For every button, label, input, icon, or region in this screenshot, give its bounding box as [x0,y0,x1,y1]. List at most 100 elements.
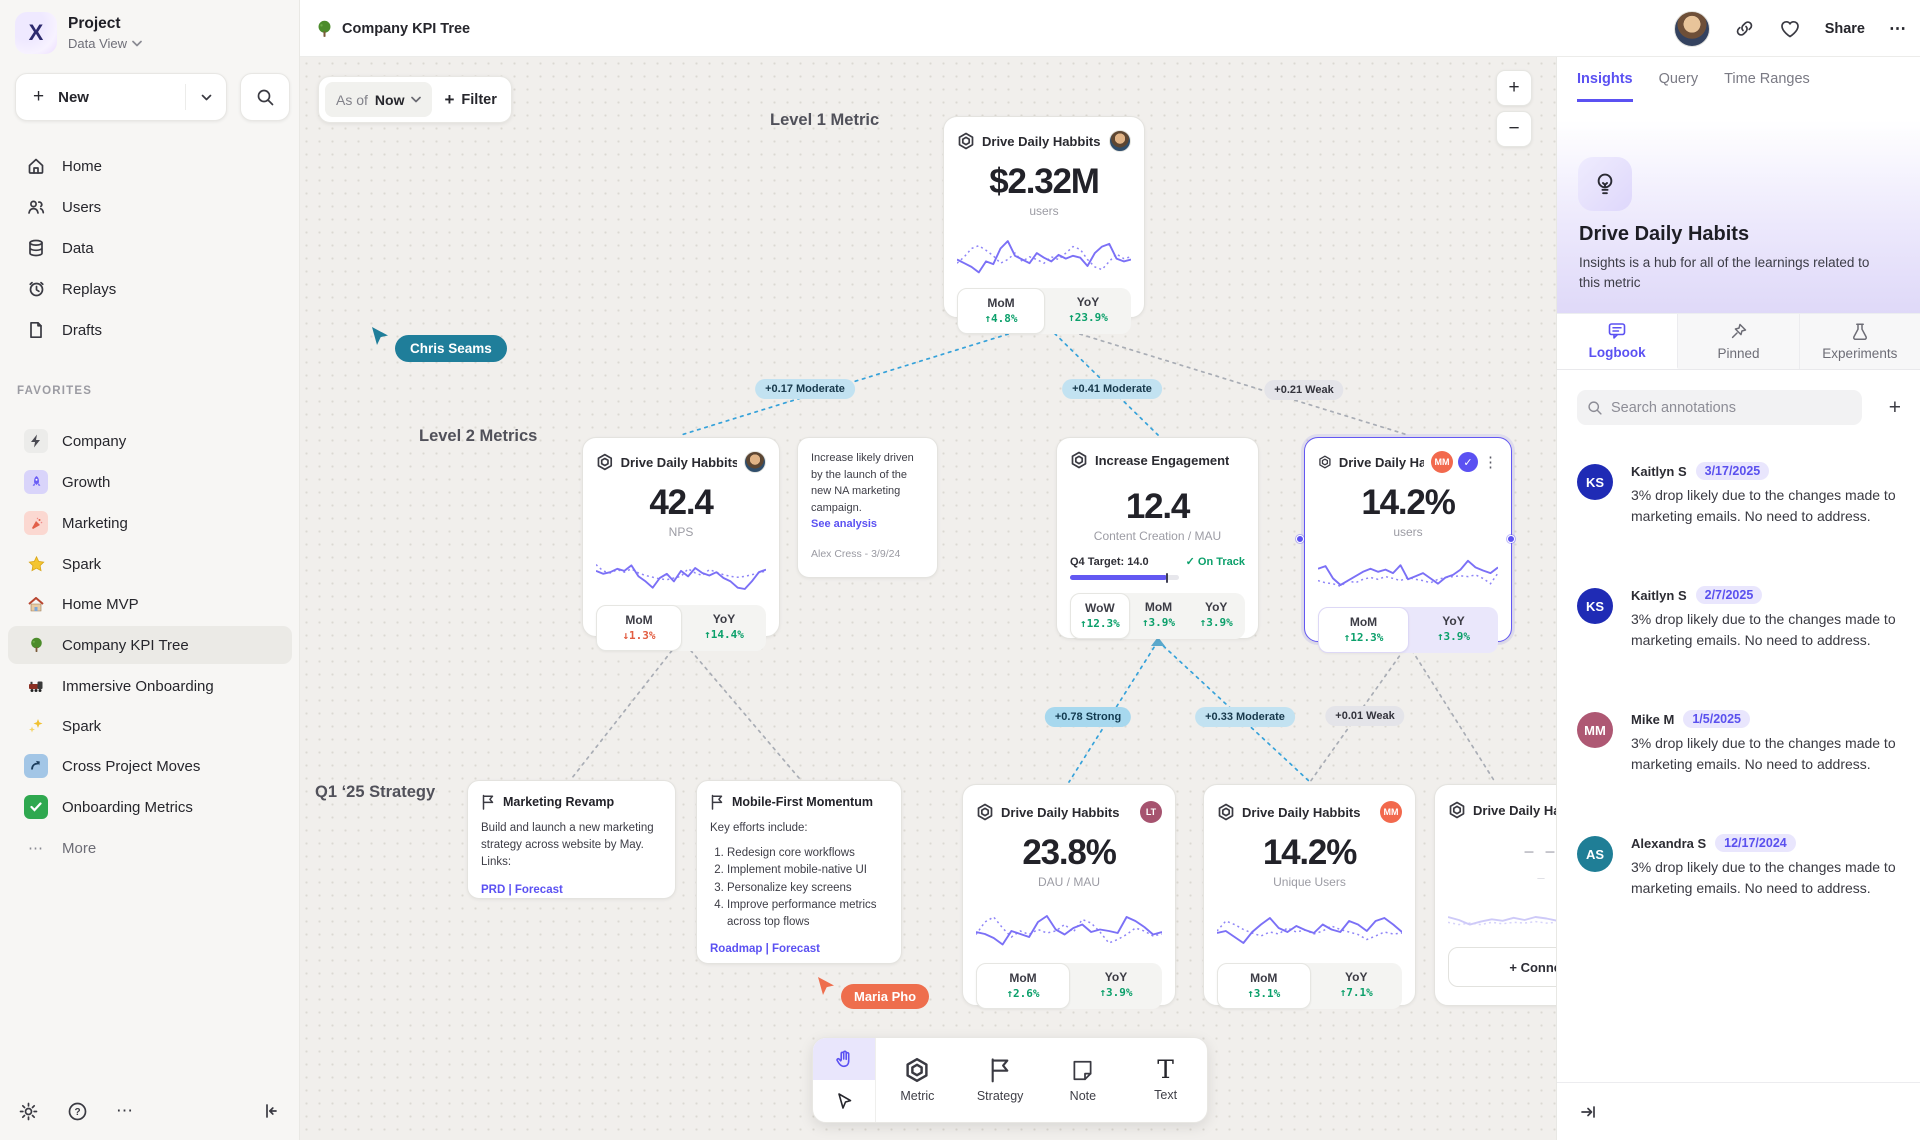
note-links[interactable]: PRD | Forecast [481,883,563,896]
mom-stat[interactable]: MoM ↑2.6% [976,963,1070,1009]
connect-button[interactable]: + Connect [1448,947,1556,987]
sidebar-item-drafts[interactable]: Drafts [8,310,292,350]
annotation-search[interactable] [1577,390,1862,425]
hand-tool-button[interactable] [813,1038,875,1080]
project-logo[interactable]: X [15,12,57,54]
metric-card-dau[interactable]: Drive Daily Habbits LT 23.8% DAU / MAU M… [962,784,1176,1009]
yoy-stat[interactable]: YoY ↑23.9% [1068,295,1108,324]
search-icon [257,89,273,105]
subtab-logbook[interactable]: Logbook [1557,314,1679,369]
sidebar-item-replays[interactable]: Replays [8,269,292,309]
subtab-pinned[interactable]: Pinned [1678,314,1800,369]
metric-card-engagement[interactable]: Increase Engagement 12.4 Content Creatio… [1056,437,1259,639]
kpi-tree-canvas[interactable]: As of Now + Filter + − Level 1 Metric Le… [300,57,1556,1140]
help-icon[interactable]: ? [67,1101,88,1122]
metric-tool-button[interactable]: Metric [876,1038,959,1122]
sidebar-item-label: More [62,839,97,857]
sidebar-item-cross-project-moves[interactable]: Cross Project Moves [8,747,292,785]
card-menu-icon[interactable]: ⋮ [1483,454,1498,471]
share-button[interactable]: Share [1824,20,1865,37]
annotation-author: Kaitlyn S [1631,587,1687,603]
collapse-sidebar-icon[interactable] [261,1101,281,1121]
wow-stat[interactable]: WoW ↑12.3% [1070,593,1130,639]
yoy-stat[interactable]: YoY ↑3.9% [1436,614,1471,643]
tab-time-ranges[interactable]: Time Ranges [1724,71,1810,87]
sidebar-item-onboarding-metrics[interactable]: Onboarding Metrics [8,788,292,826]
annotation-item[interactable]: MM Mike M 1/5/2025 3% drop likely due to … [1577,710,1901,775]
document-title: Company KPI Tree [316,0,470,57]
sidebar-item-company-kpi-tree[interactable]: Company KPI Tree [8,626,292,664]
strategy-tool-button[interactable]: Strategy [959,1038,1042,1122]
sidebar-item-home[interactable]: Home [8,146,292,186]
sidebar-item-marketing[interactable]: Marketing [8,504,292,542]
subtab-experiments[interactable]: Experiments [1800,314,1920,369]
select-tool-button[interactable] [813,1080,875,1122]
strategy-note-mobile[interactable]: Mobile-First Momentum Key efforts includ… [696,780,902,964]
as-of-selector[interactable]: As of Now [325,82,433,117]
favorite-heart-icon[interactable] [1779,19,1801,39]
lightning-icon [24,429,48,453]
tab-insights[interactable]: Insights [1577,63,1633,102]
yoy-stat[interactable]: YoY ↑14.4% [704,612,744,641]
new-button[interactable]: + New [15,73,227,121]
text-tool-button[interactable]: T Text [1124,1038,1207,1122]
note-body: Build and launch a new marketing strateg… [481,821,654,869]
yoy-stat[interactable]: YoY ↑3.9% [1099,970,1133,999]
metric-card-selected[interactable]: Drive Daily Habb.. MM ✓ ⋮ 14.2% users Mo… [1304,437,1512,653]
mom-stat[interactable]: MoM ↑3.9% [1141,600,1176,629]
selection-handle[interactable] [1507,535,1515,543]
selection-handle[interactable] [1296,535,1304,543]
sidebar-item-spark[interactable]: Spark [8,545,292,583]
annotation-item[interactable]: KS Kaitlyn S 3/17/2025 3% drop likely due… [1577,462,1901,527]
sparkline-chart [1318,545,1498,601]
search-button[interactable] [240,73,290,121]
zoom-out-button[interactable]: − [1496,111,1532,147]
project-view-label: Data View [68,36,128,51]
sidebar-item-growth[interactable]: Growth [8,463,292,501]
annotation-note[interactable]: Increase likely driven by the launch of … [797,437,938,578]
see-analysis-link[interactable]: See analysis [811,518,878,530]
metric-card-root[interactable]: Drive Daily Habbits $2.32M users MoM ↑4.8… [943,116,1145,334]
add-annotation-button[interactable]: + [1888,395,1901,419]
note-tool-button[interactable]: Note [1042,1038,1125,1122]
zoom-in-button[interactable]: + [1496,70,1532,106]
metric-card-partial[interactable]: Drive Daily Hab – – – + Connect [1434,784,1556,1006]
yoy-stat[interactable]: YoY ↑7.1% [1339,970,1373,999]
project-view-switcher[interactable]: Data View [68,36,142,51]
metric-card-nps[interactable]: Drive Daily Habbits 42.4 NPS MoM ↓1.3% Yo… [582,437,780,651]
sidebar-item-data[interactable]: Data [8,228,292,268]
tab-query[interactable]: Query [1658,71,1699,87]
user-avatar[interactable] [1673,10,1710,47]
edge-label: +0.78 Strong [1044,707,1132,727]
annotation-item[interactable]: AS Alexandra S 12/17/2024 3% drop likely … [1577,834,1901,899]
mom-stat[interactable]: MoM ↑4.8% [957,288,1045,334]
more-options-icon[interactable]: ⋯ [116,1101,133,1120]
note-icon [1073,1060,1092,1080]
annotation-item[interactable]: KS Kaitlyn S 2/7/2025 3% drop likely due … [1577,586,1901,651]
note-body: Increase likely driven by the launch of … [811,452,914,514]
document-title-text: Company KPI Tree [342,20,471,37]
owner-badge: MM [1431,451,1453,473]
new-dropdown[interactable] [186,94,226,101]
annotation-search-input[interactable] [1611,399,1841,416]
sidebar-item-spark-2[interactable]: Spark [8,707,292,745]
mom-stat[interactable]: MoM ↓1.3% [596,605,682,651]
sidebar-item-more[interactable]: ⋯ More [8,829,292,867]
note-links[interactable]: Roadmap | Forecast [710,943,820,956]
yoy-stat[interactable]: YoY ↑3.9% [1199,600,1233,629]
copy-link-icon[interactable] [1734,18,1755,39]
collapse-panel-icon[interactable] [1578,1102,1598,1122]
sidebar-item-home-mvp[interactable]: Home MVP [8,585,292,623]
sidebar-item-immersive-onboarding[interactable]: Immersive Onboarding [8,667,292,705]
strategy-note-marketing[interactable]: Marketing Revamp Build and launch a new … [467,780,676,899]
mom-stat[interactable]: MoM ↑12.3% [1318,607,1409,653]
panel-footer [1557,1082,1920,1140]
more-menu-icon[interactable]: ⋯ [1889,18,1906,38]
sidebar-item-label: Users [62,198,102,216]
filter-button[interactable]: + Filter [444,90,496,110]
sidebar-item-company[interactable]: Company [8,422,292,460]
metric-card-unique-users[interactable]: Drive Daily Habbits MM 14.2% Unique User… [1203,784,1416,1009]
settings-gear-icon[interactable] [18,1101,39,1122]
sidebar-item-users[interactable]: Users [8,187,292,227]
mom-stat[interactable]: MoM ↑3.1% [1217,963,1311,1009]
